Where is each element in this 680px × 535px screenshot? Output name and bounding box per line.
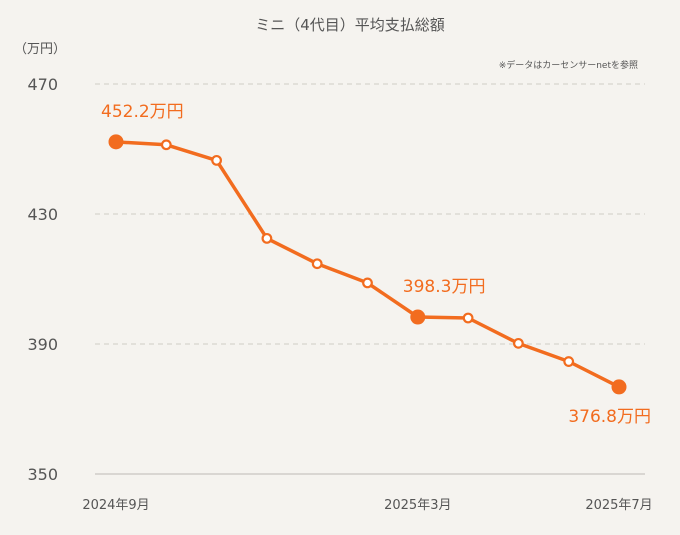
data-labels: 452.2万円 398.3万円 376.8万円 (101, 102, 651, 427)
data-point-highlight (410, 309, 426, 325)
data-point-highlight (611, 379, 627, 395)
chart-title: ミニ（4代目）平均支払総額 (255, 16, 445, 34)
x-tick-label: 2025年3月 (384, 498, 451, 513)
data-point (211, 154, 223, 166)
gridlines (95, 83, 645, 475)
data-label: 452.2万円 (101, 102, 184, 122)
data-source-note: ※データはカーセンサーnetを参照 (499, 59, 638, 71)
y-unit-label: （万円） (14, 42, 66, 57)
y-tick-label: 390 (27, 335, 58, 354)
data-point (563, 356, 575, 367)
data-label: 376.8万円 (568, 407, 651, 427)
x-axis-ticks: 2024年9月 2025年3月 2025年7月 (82, 498, 652, 513)
series-line (114, 140, 621, 389)
data-point (462, 312, 474, 324)
data-point (513, 337, 524, 349)
y-axis-ticks: 470 430 390 350 (27, 75, 58, 484)
series (108, 134, 627, 395)
y-tick-label: 470 (27, 75, 58, 94)
data-label: 398.3万円 (403, 277, 486, 297)
data-point (160, 139, 172, 151)
y-tick-label: 430 (27, 205, 58, 224)
data-point (362, 277, 373, 289)
data-point (261, 232, 273, 244)
data-point-highlight (108, 134, 124, 150)
data-point (311, 258, 323, 270)
y-tick-label: 350 (27, 465, 58, 484)
x-tick-label: 2024年9月 (82, 498, 149, 513)
x-tick-label: 2025年7月 (585, 498, 652, 513)
